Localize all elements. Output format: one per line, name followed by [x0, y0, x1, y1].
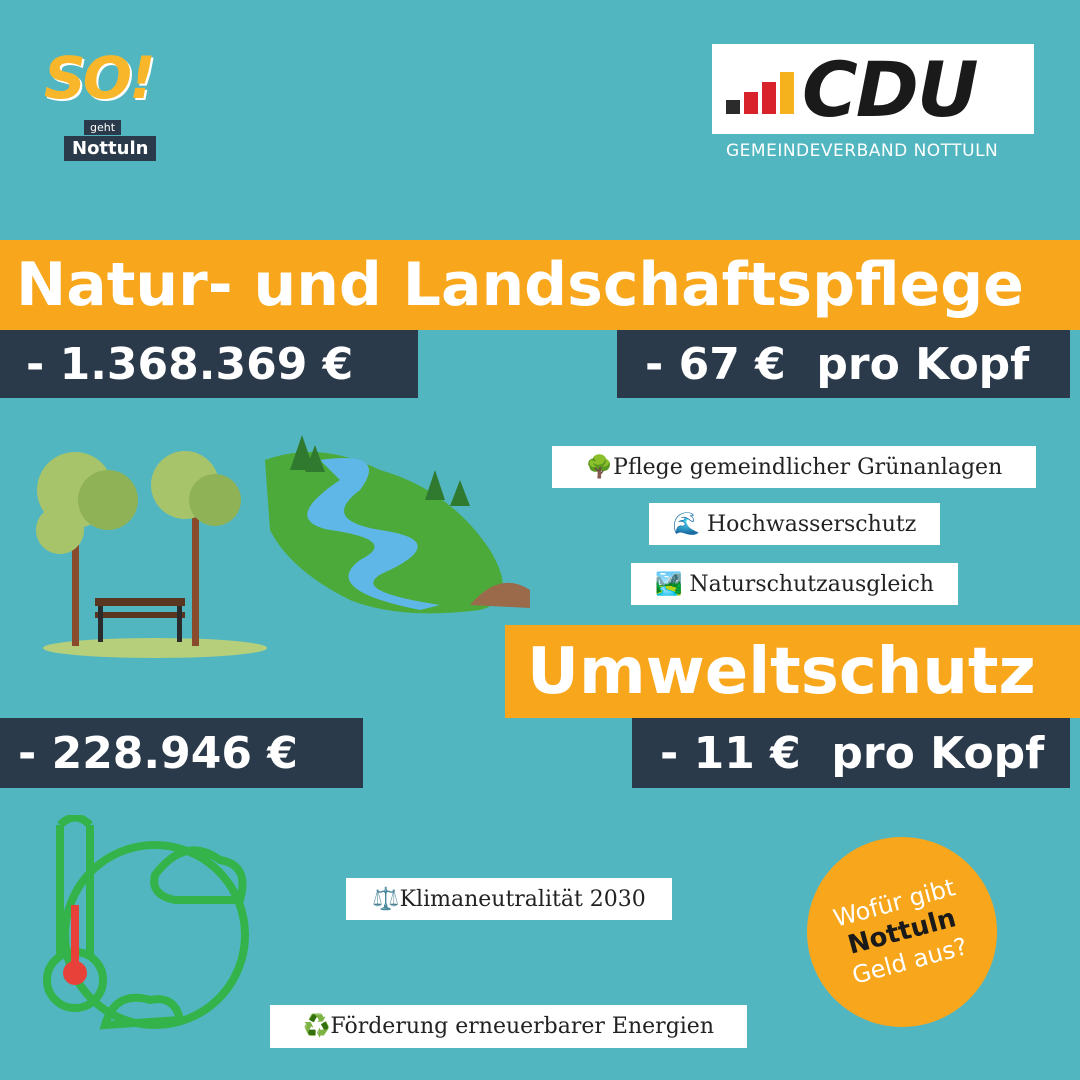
logo-place: Nottuln: [64, 136, 157, 161]
item: ♻️Förderung erneuerbarer Energien: [270, 1005, 747, 1048]
item: 🌳Pflege gemeindlicher Grünanlagen: [552, 446, 1036, 488]
logo: SO! geht Nottuln: [44, 44, 194, 174]
nature-illustration: [36, 435, 530, 658]
section-title: Umweltschutz: [505, 625, 1080, 718]
party-bars: [726, 72, 794, 114]
section-total: - 228.946 €: [0, 718, 363, 788]
section-per-capita: - 11 € pro Kopf: [632, 718, 1070, 788]
section-title: Natur- und Landschaftspflege: [0, 240, 1080, 330]
section-per-capita: - 67 € pro Kopf: [617, 330, 1070, 398]
section-total: - 1.368.369 €: [0, 330, 418, 398]
logo-small: geht: [84, 120, 122, 135]
party-name: CDU: [802, 44, 979, 134]
climate-icon: [43, 815, 249, 1030]
badge: Wofür gibt Nottuln Geld aus?: [785, 815, 1019, 1049]
party-subtitle: GEMEINDEVERBAND NOTTULN: [726, 141, 999, 161]
item: ⚖️Klimaneutralität 2030: [346, 878, 672, 920]
item: 🏞️ Naturschutzausgleich: [631, 563, 958, 605]
item: 🌊 Hochwasserschutz: [649, 503, 940, 545]
logo-wordmark: SO!: [44, 44, 156, 112]
party-logo: CDU: [712, 44, 1034, 134]
